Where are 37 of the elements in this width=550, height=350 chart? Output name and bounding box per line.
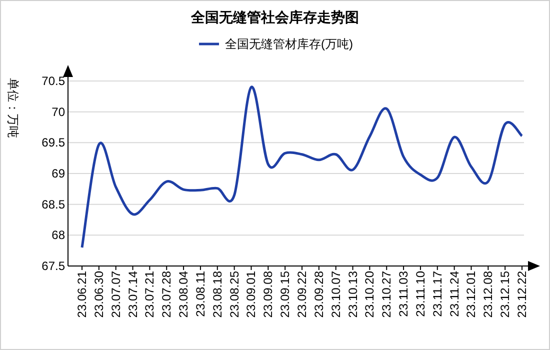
x-tick-label: 23.11.03 [396, 270, 411, 317]
x-tick-label: 23.06.21 [75, 270, 89, 318]
x-tick-label: 23.09.08 [261, 270, 276, 318]
x-tick-label: 23.11.24 [447, 270, 462, 317]
x-tick-label: 23.08.04 [176, 270, 191, 318]
x-tick-label: 23.08.25 [227, 270, 242, 318]
x-tick-label: 23.07.14 [126, 270, 140, 318]
y-tick-label: 70 [52, 104, 66, 119]
x-tick-label: 23.08.18 [210, 270, 224, 318]
chart-title: 全国无缝管社会库存走势图 [190, 9, 359, 25]
x-tick-label: 23.10.13 [346, 270, 360, 318]
x-tick-label: 23.09.15 [278, 270, 292, 318]
x-tick-label: 23.12.15 [498, 270, 512, 318]
x-tick-label: 23.10.20 [362, 270, 377, 318]
legend-label: 全国无缝管材库存(万吨) [225, 37, 353, 51]
x-tick-label: 23.07.21 [142, 270, 157, 318]
y-tick-label: 70.5 [42, 74, 66, 88]
y-tick-label: 68 [52, 228, 66, 242]
x-tick-label: 23.08.11 [193, 270, 208, 317]
x-tick-label: 23.12.08 [481, 270, 496, 318]
x-tick-label: 23.10.27 [380, 270, 394, 318]
x-tick-label: 23.11.17 [430, 270, 444, 317]
y-tick-label: 69 [52, 166, 66, 180]
y-axis-title: 单位：万吨 [6, 78, 20, 138]
y-tick-label: 69.5 [42, 136, 66, 150]
x-tick-label: 23.12.01 [464, 270, 478, 318]
x-tick-label: 23.09.01 [244, 270, 258, 318]
y-tick-label: 68.5 [42, 197, 66, 212]
x-tick-label: 23.07.28 [160, 270, 174, 318]
x-tick-label: 23.09.28 [312, 270, 326, 318]
x-tick-label: 23.06.30 [92, 270, 106, 318]
y-tick-label: 67.5 [42, 259, 66, 273]
x-tick-label: 23.11.10 [413, 270, 428, 317]
x-tick-label: 23.09.22 [295, 270, 309, 318]
x-tick-label: 23.12.22 [515, 270, 529, 318]
x-tick-label: 23.10.07 [328, 270, 343, 318]
x-tick-label: 23.07.07 [108, 270, 123, 318]
